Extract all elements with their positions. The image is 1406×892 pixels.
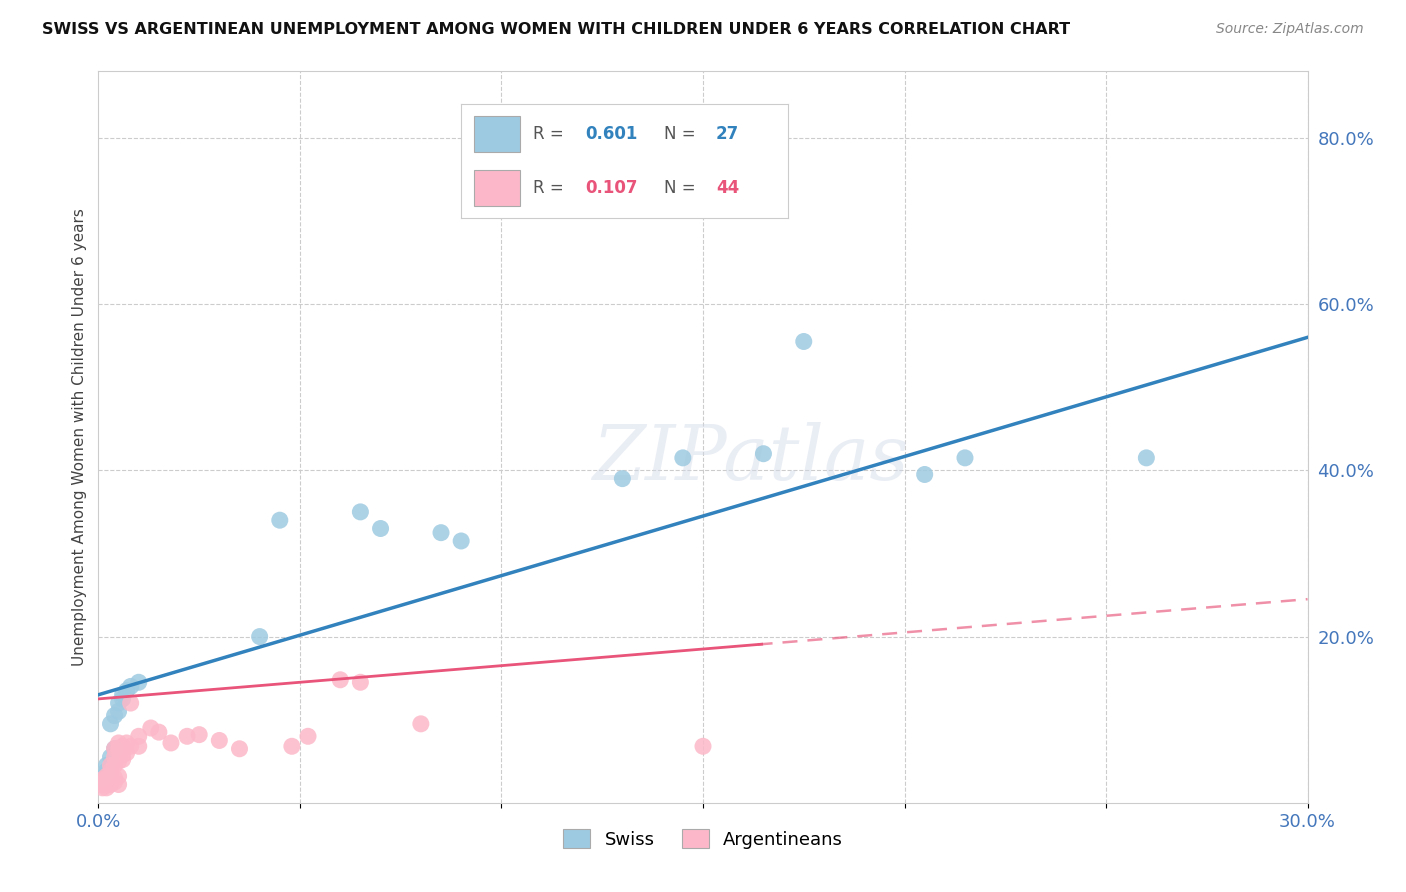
Point xyxy=(120,680,142,694)
Point xyxy=(107,754,129,768)
Point xyxy=(612,472,634,486)
Point xyxy=(103,708,125,723)
Point xyxy=(96,769,118,783)
Point xyxy=(120,739,142,754)
Point xyxy=(128,675,150,690)
Point xyxy=(107,736,129,750)
Point xyxy=(107,778,129,792)
Point xyxy=(100,778,122,792)
Point xyxy=(953,450,976,465)
Point xyxy=(148,725,170,739)
Point xyxy=(103,741,125,756)
Point xyxy=(409,716,432,731)
Point xyxy=(96,780,118,795)
Point xyxy=(349,505,371,519)
Point xyxy=(430,525,453,540)
Point xyxy=(103,741,125,756)
Point xyxy=(281,739,304,754)
Point xyxy=(111,692,134,706)
Point xyxy=(692,739,714,754)
Point xyxy=(249,630,271,644)
Point xyxy=(103,758,125,772)
Point xyxy=(297,729,319,743)
Text: Source: ZipAtlas.com: Source: ZipAtlas.com xyxy=(1216,22,1364,37)
Point xyxy=(208,733,231,747)
Point xyxy=(100,758,122,772)
Point xyxy=(96,772,118,787)
Point xyxy=(111,753,134,767)
Point xyxy=(139,721,162,735)
Point xyxy=(160,736,183,750)
Point xyxy=(228,741,250,756)
Text: SWISS VS ARGENTINEAN UNEMPLOYMENT AMONG WOMEN WITH CHILDREN UNDER 6 YEARS CORREL: SWISS VS ARGENTINEAN UNEMPLOYMENT AMONG … xyxy=(42,22,1070,37)
Point xyxy=(115,746,138,760)
Point xyxy=(107,741,129,756)
Point xyxy=(96,758,118,772)
Point xyxy=(120,696,142,710)
Point xyxy=(176,729,198,743)
Point xyxy=(752,447,775,461)
Point xyxy=(107,769,129,783)
Point xyxy=(107,705,129,719)
Point xyxy=(91,771,114,785)
Point xyxy=(111,747,134,762)
Point xyxy=(103,750,125,764)
Point xyxy=(1135,450,1157,465)
Point xyxy=(128,729,150,743)
Point xyxy=(91,772,114,787)
Point xyxy=(100,750,122,764)
Point xyxy=(100,769,122,783)
Point xyxy=(115,736,138,750)
Point xyxy=(91,778,114,792)
Point xyxy=(103,775,125,789)
Point xyxy=(96,778,118,792)
Point xyxy=(100,716,122,731)
Point xyxy=(370,521,392,535)
Point xyxy=(96,764,118,779)
Point xyxy=(793,334,815,349)
Point xyxy=(100,764,122,779)
Text: ZIPatlas: ZIPatlas xyxy=(593,422,910,496)
Point xyxy=(269,513,291,527)
Legend: Swiss, Argentineans: Swiss, Argentineans xyxy=(555,822,851,856)
Point xyxy=(111,688,134,702)
Point xyxy=(115,683,138,698)
Point xyxy=(103,771,125,785)
Point xyxy=(450,533,472,548)
Point xyxy=(91,780,114,795)
Point xyxy=(672,450,695,465)
Point xyxy=(329,673,352,687)
Point xyxy=(107,696,129,710)
Point xyxy=(188,728,211,742)
Y-axis label: Unemployment Among Women with Children Under 6 years: Unemployment Among Women with Children U… xyxy=(72,208,87,666)
Point xyxy=(349,675,371,690)
Point xyxy=(914,467,936,482)
Point xyxy=(100,772,122,787)
Point xyxy=(128,739,150,754)
Point xyxy=(111,739,134,754)
